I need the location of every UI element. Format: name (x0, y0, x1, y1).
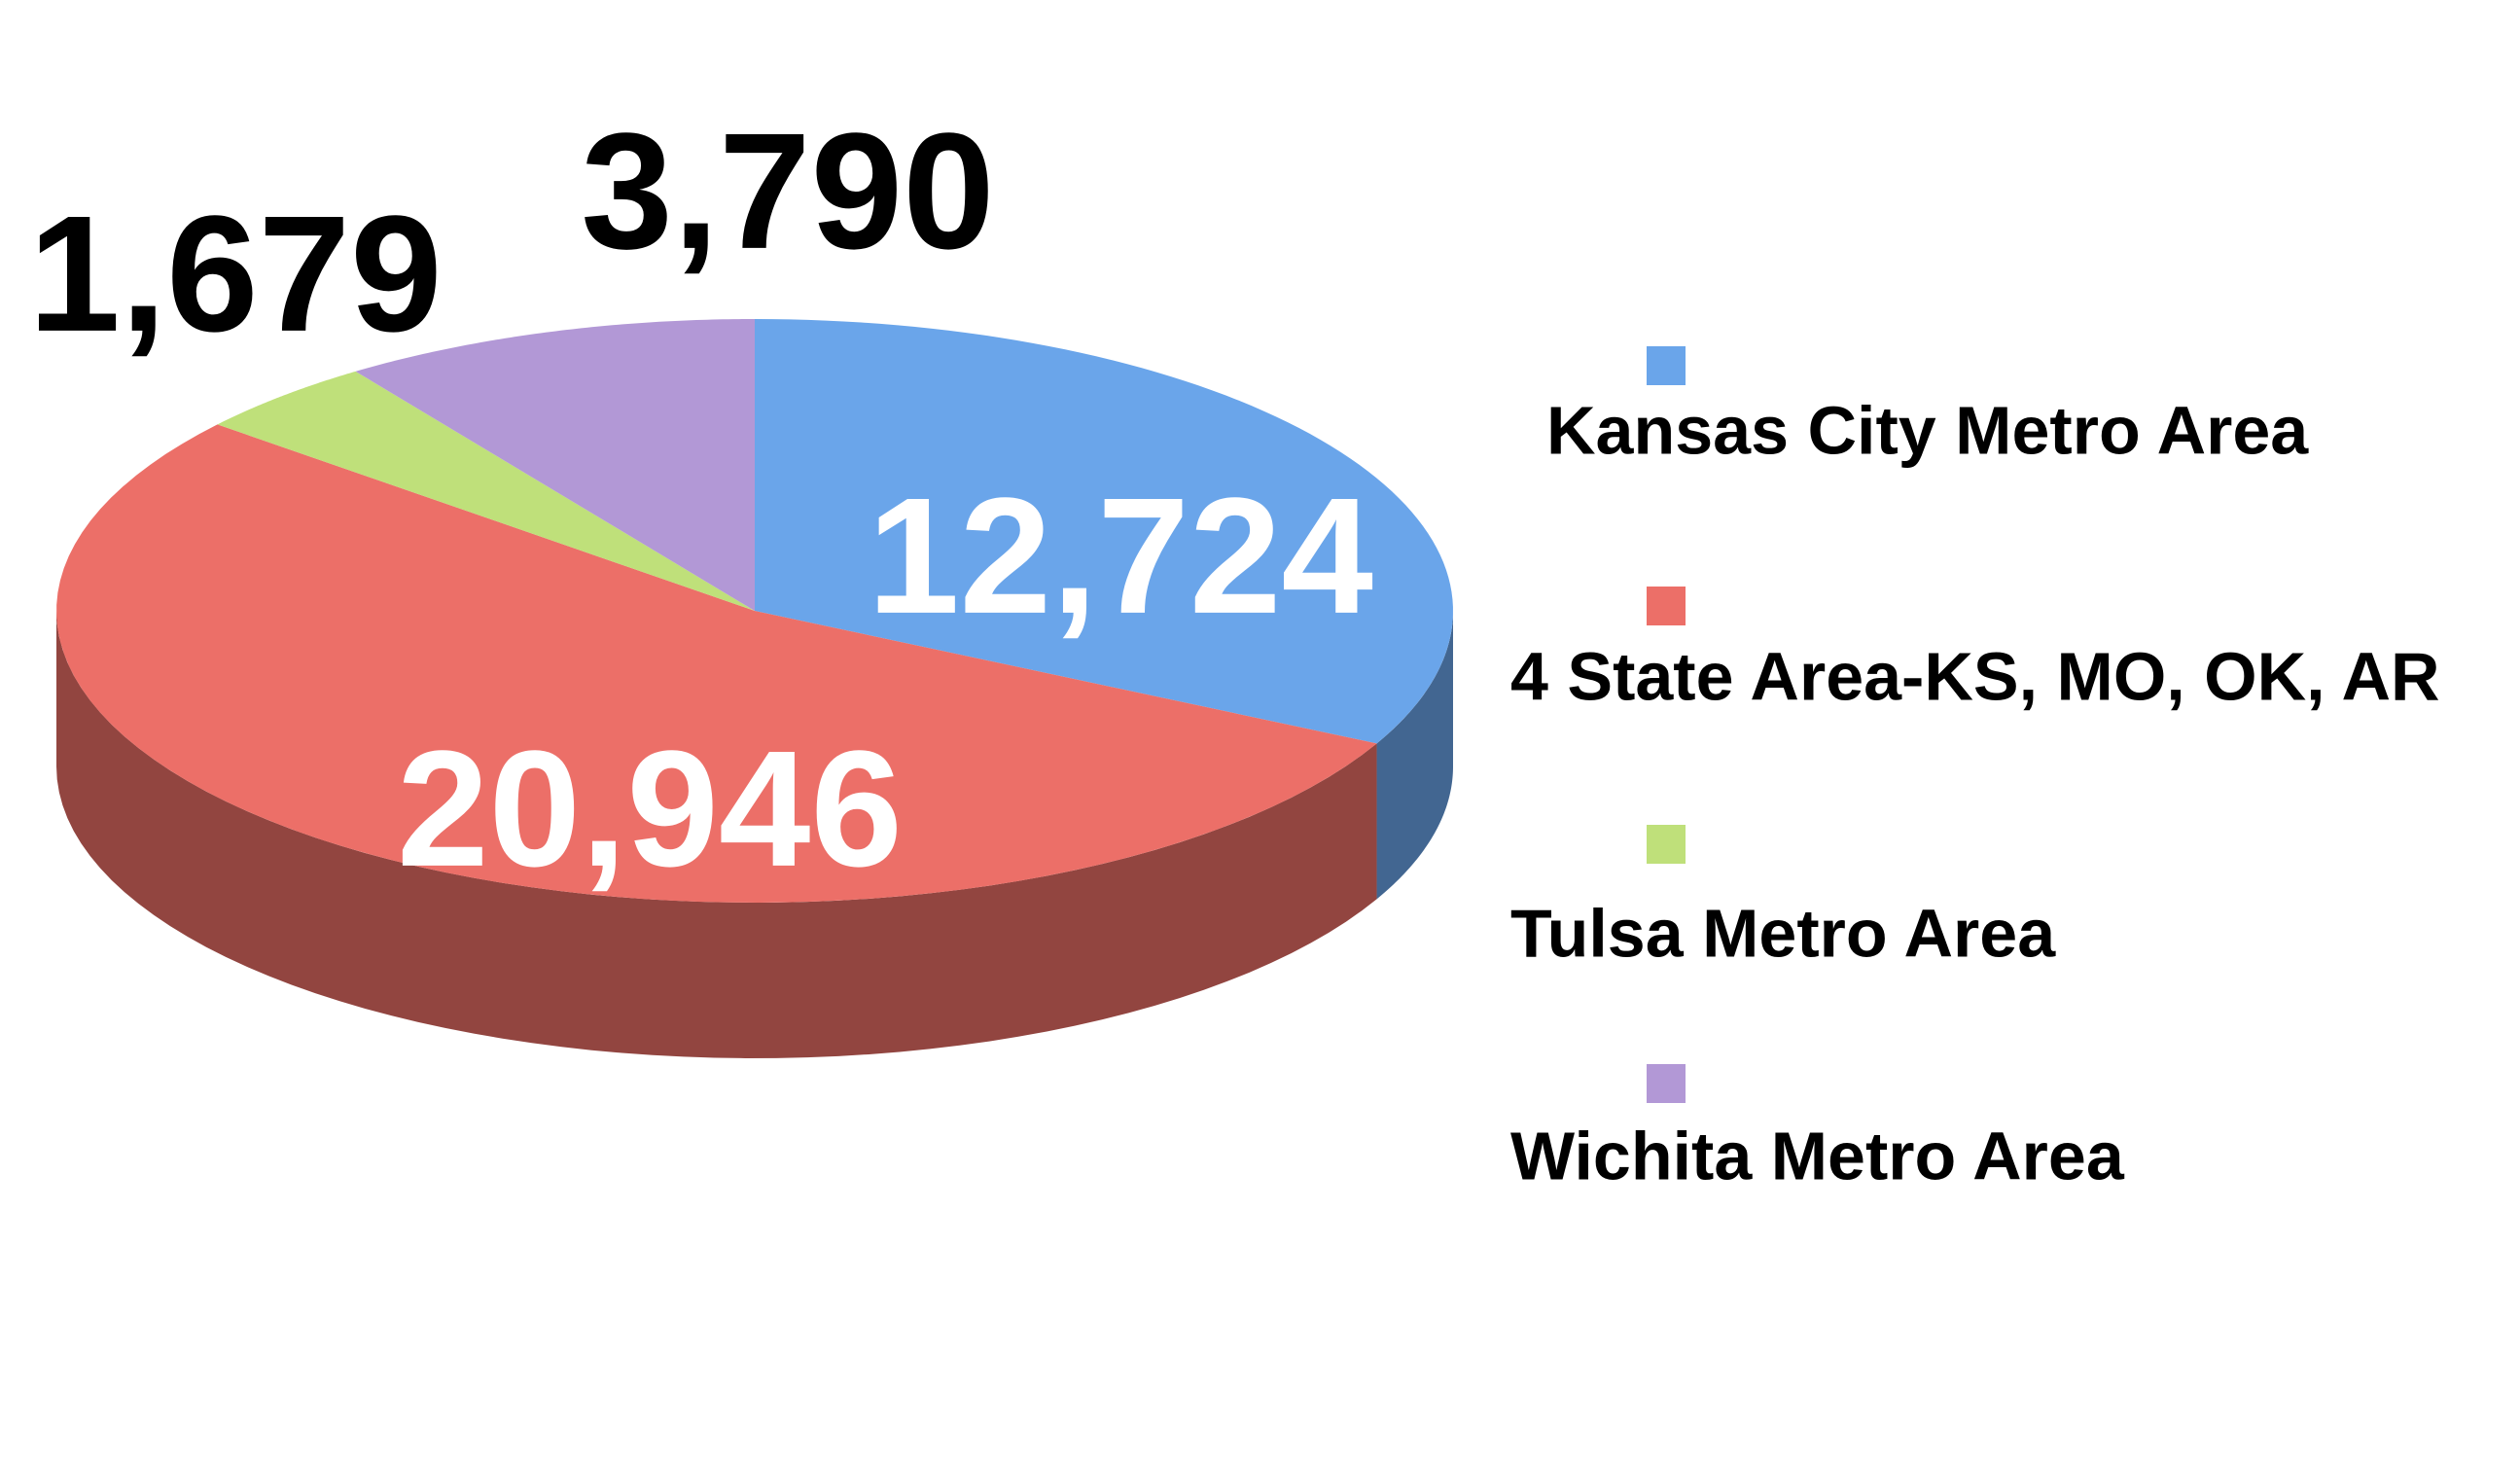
value-label: 12,724 (868, 464, 1373, 649)
value-label: 1,679 (28, 182, 442, 367)
legend-label: Wichita Metro Area (1510, 1118, 2125, 1193)
pie-slice (217, 371, 756, 611)
pie-slice (56, 424, 1377, 903)
pie-slice (755, 319, 1453, 744)
value-label: 20,946 (397, 717, 903, 902)
legend-swatch (1647, 587, 1686, 625)
pie-slice-side (1376, 611, 1453, 900)
legend-label: Tulsa Metro Area (1510, 895, 2056, 971)
pie-slice-side (56, 611, 1377, 1058)
legend-swatch (1647, 346, 1686, 385)
legend-swatch (1647, 1064, 1686, 1103)
legend-swatch (1647, 825, 1686, 864)
legend-label: Kansas City Metro Area (1546, 392, 2309, 468)
value-label: 3,790 (581, 99, 994, 284)
pie-slice (355, 319, 755, 611)
legend-label: 4 State Area-KS, MO, OK, AR (1510, 638, 2440, 714)
